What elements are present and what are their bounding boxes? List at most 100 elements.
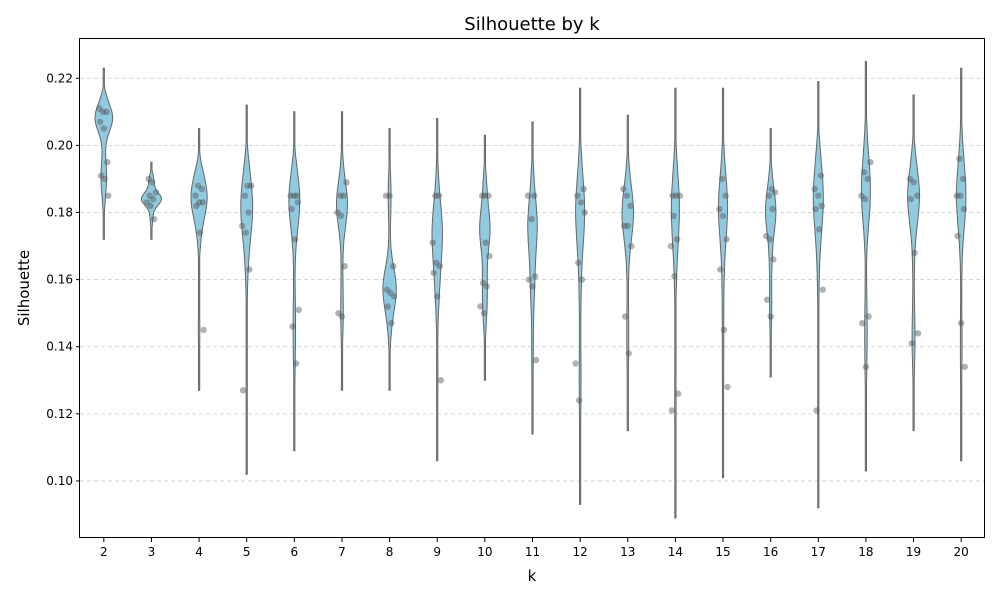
data-point-k-12 — [581, 209, 588, 216]
data-point-k-20 — [958, 320, 965, 327]
y-tick-label: 0.10 — [46, 474, 73, 488]
data-point-k-3 — [145, 175, 152, 183]
data-point-k-13 — [623, 192, 631, 199]
data-point-k-9 — [434, 293, 441, 300]
data-point-k-13 — [628, 242, 635, 250]
data-point-k-8 — [384, 303, 391, 310]
data-point-k-7 — [335, 310, 342, 317]
x-tick-label: 11 — [525, 545, 540, 559]
data-point-k-17 — [819, 286, 826, 293]
data-point-k-5 — [248, 182, 255, 189]
y-axis-label: Silhouette — [15, 250, 33, 326]
data-point-k-6 — [292, 360, 300, 367]
data-point-k-7 — [343, 179, 350, 186]
data-point-k-8 — [387, 289, 394, 297]
data-point-k-13 — [624, 222, 631, 230]
points — [96, 105, 968, 414]
data-point-k-14 — [671, 273, 678, 280]
data-point-k-14 — [668, 407, 675, 414]
data-point-k-19 — [911, 249, 918, 256]
violin-k-9 — [431, 118, 444, 462]
violin-k-14 — [670, 87, 680, 519]
x-tick-label: 6 — [291, 545, 299, 559]
data-point-k-5 — [241, 192, 249, 199]
x-axis: 2 3 4 5 6 7 8 9 10 11 12 13 14 15 16 17 18 19 20 — [100, 538, 969, 559]
data-point-k-8 — [383, 286, 391, 293]
data-point-k-8 — [390, 263, 397, 270]
violin-k-17 — [812, 81, 824, 509]
x-tick-label: 15 — [715, 545, 730, 559]
violin-k-2 — [94, 67, 114, 240]
data-point-k-10 — [480, 310, 488, 317]
data-point-k-14 — [676, 192, 684, 199]
data-point-k-9 — [430, 269, 437, 277]
x-tick-label: 12 — [572, 545, 587, 559]
data-point-k-16 — [767, 313, 774, 320]
data-point-k-6 — [295, 306, 302, 313]
data-point-k-15 — [723, 236, 730, 243]
data-point-k-17 — [813, 407, 820, 414]
data-point-k-19 — [906, 175, 914, 183]
data-point-k-3 — [143, 199, 151, 206]
violin-k-12 — [575, 87, 586, 505]
data-point-k-14 — [669, 192, 676, 199]
data-point-k-20 — [961, 363, 968, 371]
data-point-k-12 — [577, 199, 585, 206]
data-point-k-6 — [292, 236, 299, 243]
data-point-k-7 — [340, 192, 347, 199]
data-point-k-5 — [242, 229, 249, 236]
data-point-k-13 — [627, 202, 634, 209]
data-point-k-9 — [433, 259, 440, 266]
data-point-k-6 — [293, 192, 301, 199]
y-tick-label: 0.20 — [46, 138, 73, 152]
data-point-k-15 — [718, 175, 726, 183]
data-point-k-5 — [239, 222, 246, 230]
data-point-k-16 — [765, 192, 773, 199]
data-point-k-20 — [959, 175, 967, 183]
data-point-k-10 — [483, 283, 490, 290]
data-point-k-17 — [817, 172, 825, 179]
data-point-k-18 — [858, 192, 865, 199]
data-point-k-13 — [621, 313, 629, 320]
violin-k-13 — [621, 114, 634, 432]
data-point-k-9 — [432, 192, 439, 199]
data-point-k-3 — [149, 179, 156, 186]
data-point-k-2 — [96, 105, 103, 112]
data-point-k-11 — [532, 273, 539, 280]
data-point-k-6 — [291, 192, 298, 199]
data-point-k-18 — [867, 159, 874, 166]
violin-k-7 — [335, 111, 349, 391]
violin-k-15 — [718, 87, 729, 479]
data-point-k-11 — [524, 192, 532, 199]
y-tick-label: 0.12 — [46, 407, 73, 421]
data-point-k-18 — [862, 363, 870, 371]
data-point-k-12 — [572, 360, 579, 367]
data-point-k-13 — [625, 350, 632, 357]
data-point-k-4 — [192, 192, 199, 199]
x-tick-label: 7 — [338, 545, 346, 559]
data-point-k-2 — [97, 172, 105, 179]
data-point-k-2 — [99, 108, 107, 116]
violin-k-20 — [955, 67, 967, 462]
data-point-k-20 — [957, 192, 964, 199]
data-point-k-17 — [812, 205, 819, 213]
data-point-k-10 — [479, 192, 486, 199]
data-point-k-2 — [100, 125, 108, 132]
data-point-k-3 — [152, 189, 160, 196]
data-point-k-5 — [245, 209, 252, 216]
data-point-k-6 — [294, 199, 302, 206]
data-point-k-16 — [766, 236, 773, 243]
chart-title: Silhouette by k — [464, 14, 600, 35]
data-point-k-7 — [334, 209, 341, 216]
plot-frame — [79, 38, 985, 538]
data-point-k-17 — [815, 192, 822, 199]
data-point-k-2 — [105, 192, 112, 199]
data-point-k-12 — [575, 259, 582, 266]
data-point-k-15 — [719, 212, 727, 220]
data-point-k-19 — [908, 340, 915, 347]
data-point-k-9 — [429, 239, 436, 246]
data-point-k-6 — [288, 205, 295, 213]
data-point-k-15 — [722, 192, 729, 199]
x-tick-label: 10 — [477, 545, 492, 559]
violins — [94, 61, 967, 519]
